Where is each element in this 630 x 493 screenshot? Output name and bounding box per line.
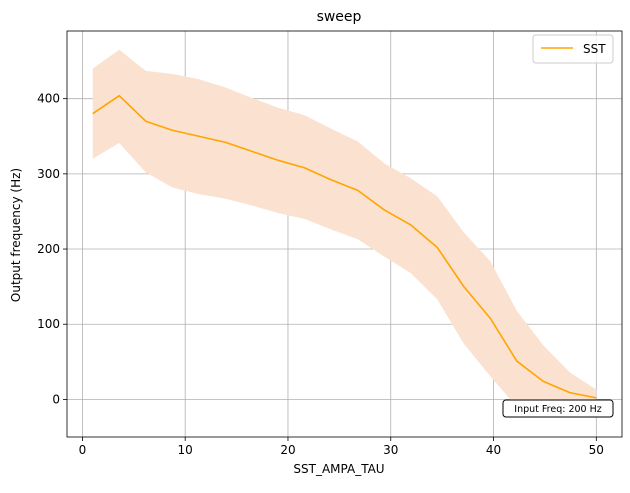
x-tick-label: 20 bbox=[280, 443, 295, 457]
legend-label-sst: SST bbox=[583, 42, 606, 56]
annotation: Input Freq: 200 Hz bbox=[503, 400, 613, 417]
legend: SST bbox=[533, 35, 613, 63]
x-tick-label: 50 bbox=[589, 443, 604, 457]
y-tick-label: 0 bbox=[52, 392, 60, 406]
x-tick-label: 30 bbox=[383, 443, 398, 457]
x-tick-label: 40 bbox=[486, 443, 501, 457]
y-tick-label: 400 bbox=[37, 92, 60, 106]
x-axis-label: SST_AMPA_TAU bbox=[293, 462, 384, 476]
annotation-text: Input Freq: 200 Hz bbox=[514, 404, 601, 415]
confidence-band-sst bbox=[93, 50, 597, 407]
y-tick-label: 300 bbox=[37, 167, 60, 181]
y-tick-label: 100 bbox=[37, 317, 60, 331]
chart-title: sweep bbox=[317, 9, 362, 25]
confidence-band-layer bbox=[93, 50, 597, 407]
x-tick-label: 10 bbox=[178, 443, 193, 457]
y-axis-label: Output frequency (Hz) bbox=[9, 168, 23, 302]
y-tick-label: 200 bbox=[37, 242, 60, 256]
x-tick-label: 0 bbox=[79, 443, 87, 457]
